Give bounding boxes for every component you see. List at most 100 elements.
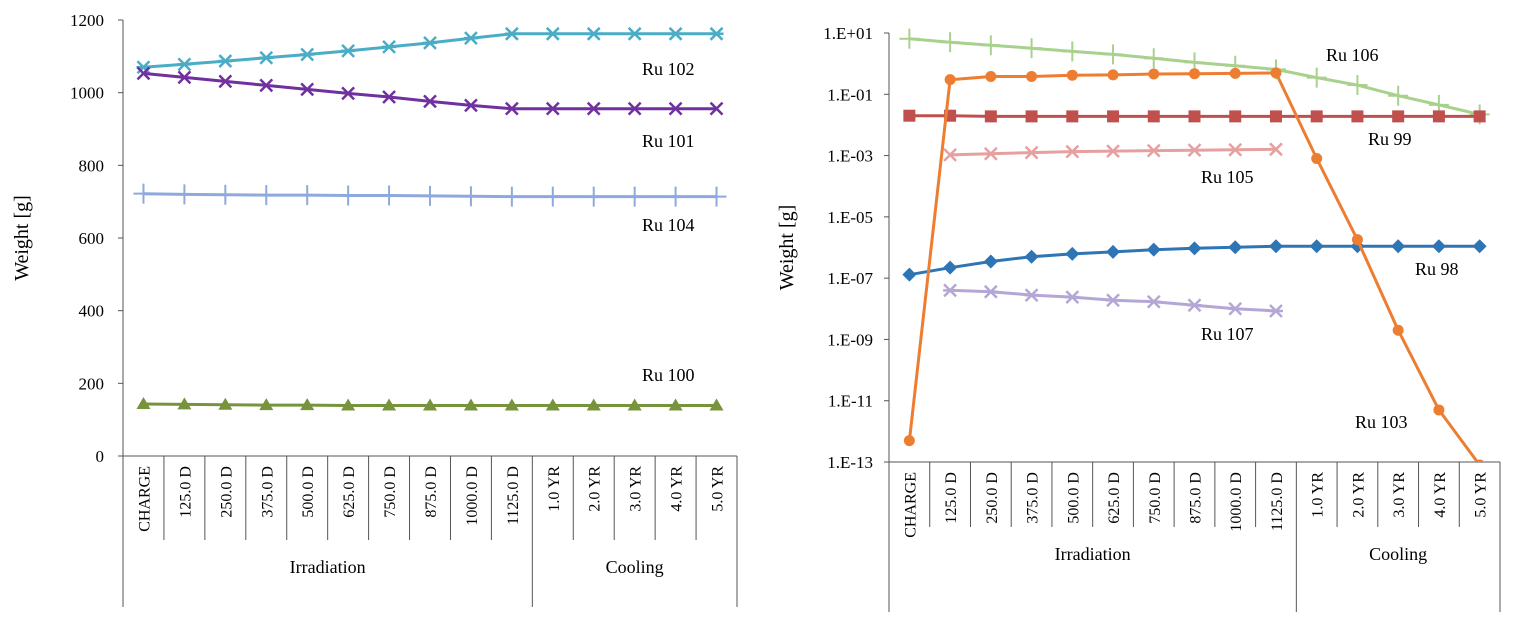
x-tick-label: 2.0 YR <box>1350 472 1367 518</box>
y-tick-label: 1.E-05 <box>827 208 873 227</box>
data-point-ru-103 <box>1148 68 1160 80</box>
data-point-ru-106 <box>1062 41 1083 62</box>
data-point-ru-100 <box>586 398 601 411</box>
data-point-ru-98 <box>983 254 998 269</box>
data-point-ru-101 <box>668 101 683 116</box>
data-point-ru-104 <box>624 186 645 207</box>
data-point-ru-102 <box>504 26 519 41</box>
data-point-ru-99 <box>1025 110 1038 123</box>
series-ru-98 <box>902 239 1487 282</box>
data-point-ru-103 <box>1270 67 1282 79</box>
data-point-ru-104 <box>583 186 604 207</box>
data-point-ru-98 <box>1391 239 1406 254</box>
x-tick-label: 3.0 YR <box>628 466 645 512</box>
data-point-ru-98 <box>1268 239 1283 254</box>
data-point-ru-101 <box>136 66 151 81</box>
x-tick-label: 250.0 D <box>218 466 235 518</box>
x-tick-label: 125.0 D <box>177 466 194 518</box>
data-point-ru-104 <box>215 184 236 205</box>
y-tick-label: 1.E-07 <box>827 269 873 288</box>
data-point-ru-99 <box>1351 110 1364 123</box>
data-point-ru-101 <box>627 101 642 116</box>
y-tick-label: 1.E-01 <box>827 85 873 104</box>
series-ru-99 <box>903 109 1486 123</box>
left-chart-weight-linear: 0 200 400 600 800 1000 1200 Weight [g] CHARGE 125… <box>11 11 738 607</box>
x-tick-label: 750.0 D <box>1147 472 1164 524</box>
x-tick-label: 500.0 D <box>300 466 317 518</box>
data-point-ru-106 <box>899 28 920 49</box>
x-tick-label: 1125.0 D <box>505 466 522 525</box>
x-tick-label: 875.0 D <box>423 466 440 518</box>
data-point-ru-107 <box>1228 301 1243 316</box>
data-point-ru-104 <box>297 185 318 206</box>
data-point-ru-107 <box>1268 304 1283 318</box>
data-point-ru-105 <box>983 146 998 161</box>
x-tick-label: 1.0 YR <box>1310 472 1327 518</box>
data-point-ru-105 <box>1269 142 1283 157</box>
data-point-ru-105 <box>1228 142 1243 157</box>
data-point-ru-100 <box>259 398 274 411</box>
data-point-ru-104 <box>256 185 277 206</box>
group-label-cooling: Cooling <box>1369 544 1427 564</box>
data-point-ru-105 <box>1106 144 1120 158</box>
data-point-ru-102 <box>177 57 192 72</box>
data-point-ru-103 <box>1066 69 1078 81</box>
series-label-ru-101: Ru 101 <box>642 131 695 151</box>
data-point-ru-104 <box>460 186 481 207</box>
data-point-ru-102 <box>668 26 683 41</box>
y-tick-label: 1.E-11 <box>828 392 873 411</box>
group-label-cooling: Cooling <box>606 557 664 577</box>
data-point-ru-100 <box>218 397 233 410</box>
y-tick-label: 1.E-03 <box>827 147 873 166</box>
data-point-ru-100 <box>136 397 151 410</box>
data-point-ru-98 <box>1431 239 1446 254</box>
data-point-ru-104 <box>665 186 686 207</box>
data-point-ru-100 <box>341 398 356 411</box>
data-point-ru-101 <box>709 101 724 116</box>
x-tick-label: 125.0 D <box>943 472 960 524</box>
x-tick-label: 375.0 D <box>1025 472 1042 524</box>
data-point-ru-100 <box>627 398 642 411</box>
y-tick-label: 0 <box>96 447 105 466</box>
x-tick-label: 1000.0 D <box>1228 472 1245 532</box>
data-point-ru-100 <box>382 398 397 411</box>
data-point-ru-103 <box>1351 234 1363 246</box>
plot-area <box>899 28 1490 462</box>
series-ru-104 <box>133 183 727 207</box>
data-point-ru-98 <box>943 260 958 275</box>
x-tick-label: 750.0 D <box>382 466 399 518</box>
data-point-ru-102 <box>382 40 397 54</box>
data-point-ru-101 <box>504 101 519 116</box>
x-tick-label: 625.0 D <box>341 466 358 518</box>
data-point-ru-103 <box>1189 68 1200 80</box>
data-point-ru-99 <box>1188 110 1201 123</box>
data-point-ru-102 <box>709 26 724 41</box>
data-point-ru-101 <box>586 101 601 116</box>
data-point-ru-101 <box>545 101 560 116</box>
data-point-ru-98 <box>1146 242 1161 257</box>
data-point-ru-100 <box>177 397 192 410</box>
data-point-ru-103 <box>1433 404 1445 416</box>
data-point-ru-107 <box>943 283 958 298</box>
data-point-ru-100 <box>463 398 478 411</box>
x-tick-label: 500.0 D <box>1065 472 1082 524</box>
data-point-ru-102 <box>423 36 437 50</box>
data-point-ru-106 <box>1021 38 1042 59</box>
data-point-ru-102 <box>341 43 356 58</box>
data-point-ru-107 <box>983 284 998 299</box>
data-point-ru-99 <box>1432 110 1445 123</box>
data-point-ru-104 <box>379 185 400 206</box>
data-point-ru-99 <box>1473 110 1486 123</box>
series-ru-107 <box>943 283 1283 318</box>
data-point-ru-107 <box>1024 288 1039 302</box>
data-point-ru-98 <box>902 267 917 282</box>
data-point-ru-106 <box>1143 48 1164 69</box>
y-tick-label: 600 <box>79 229 105 248</box>
y-tick-label: 400 <box>79 302 105 321</box>
data-point-ru-103 <box>985 71 997 83</box>
data-point-ru-101 <box>423 94 437 109</box>
data-point-ru-98 <box>1187 241 1202 256</box>
data-point-ru-98 <box>1472 239 1487 254</box>
data-point-ru-98 <box>1065 246 1080 261</box>
y-tick-label: 1.E+01 <box>823 24 873 43</box>
